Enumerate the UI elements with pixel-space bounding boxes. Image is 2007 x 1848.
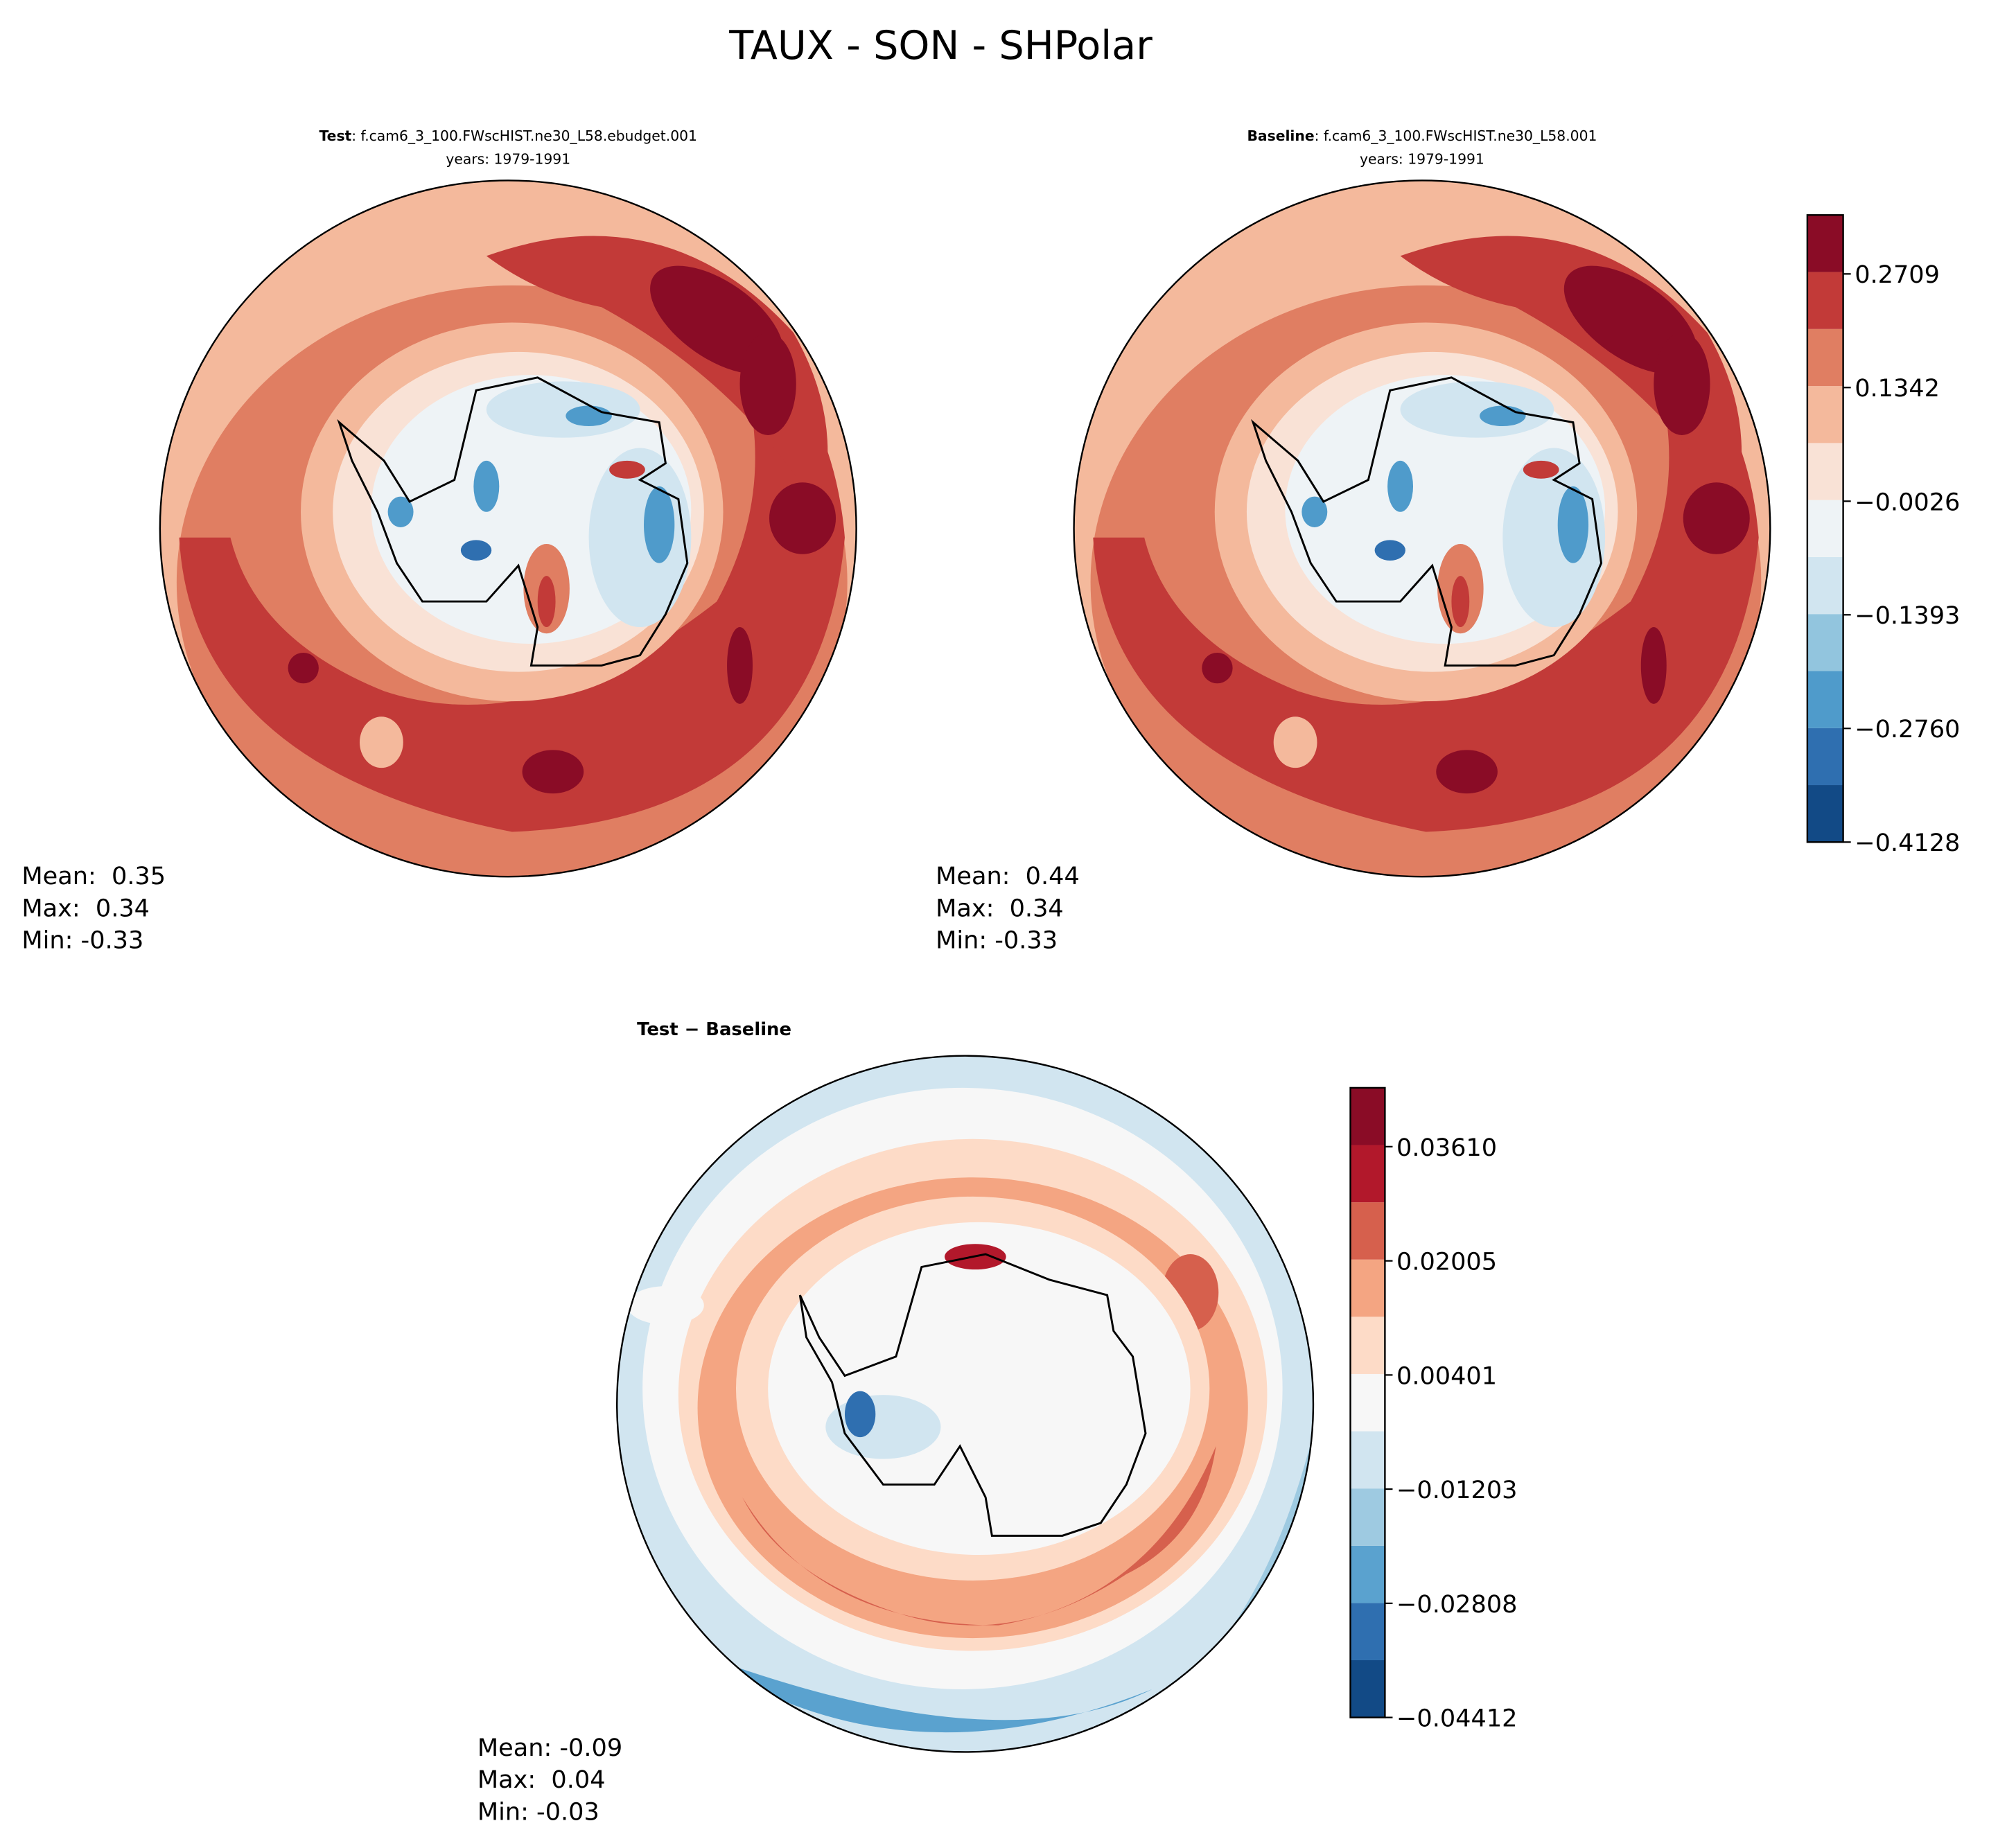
- colorbar-frame: [1349, 1086, 1386, 1718]
- stat-line: Mean: 0.35: [21, 862, 166, 890]
- panel-years: years: 1979-1991: [446, 150, 570, 167]
- colorbar-band: [1807, 614, 1843, 671]
- map-border: [616, 1055, 1315, 1753]
- panel-label: Test: [319, 127, 352, 144]
- colorbar-band: [1807, 671, 1843, 728]
- stat-line: Max: 0.34: [936, 894, 1064, 922]
- colorbar-tick-label: −0.01203: [1396, 1476, 1517, 1504]
- stat-name: Mean:: [21, 862, 96, 890]
- stat-value: -0.33: [994, 926, 1058, 955]
- colorbar-tick-label: 0.2709: [1855, 261, 1940, 289]
- colorbar-tick-label: 0.1342: [1855, 374, 1940, 403]
- stat-line: Max: 0.34: [21, 894, 150, 922]
- colorbar-tick-label: −0.1393: [1855, 601, 1960, 630]
- map-border: [159, 179, 857, 878]
- panel-label: Baseline: [1247, 127, 1314, 144]
- stat-name: Max:: [21, 894, 80, 922]
- stat-value: -0.03: [536, 1797, 599, 1826]
- colorbar-tick-label: 0.00401: [1396, 1362, 1497, 1390]
- map-test: [159, 180, 857, 877]
- colorbar-tick-label: −0.04412: [1396, 1705, 1517, 1733]
- colorbar-band: [1350, 1488, 1385, 1546]
- colorbar-band: [1807, 272, 1843, 329]
- panel-title: Baseline: f.cam6_3_100.FWscHIST.ne30_L58…: [1247, 127, 1597, 145]
- stat-value: 0.35: [112, 862, 166, 890]
- colorbar-band: [1350, 1431, 1385, 1489]
- stat-line: Min: -0.33: [21, 926, 143, 955]
- panel-case: : f.cam6_3_100.FWscHIST.ne30_L58.ebudget…: [351, 127, 697, 145]
- stat-name: Mean:: [936, 862, 1010, 890]
- stat-value: 0.34: [1010, 894, 1064, 922]
- colorbar-band: [1350, 1603, 1385, 1660]
- colorbar-tick-label: 0.02005: [1396, 1248, 1497, 1276]
- colorbar-band: [1350, 1317, 1385, 1374]
- stat-value: 0.34: [96, 894, 150, 922]
- colorbar-band: [1807, 785, 1843, 843]
- stat-name: Max:: [936, 894, 994, 922]
- stat-line: Min: -0.33: [936, 926, 1058, 955]
- colorbar-band: [1807, 386, 1843, 443]
- stat-value: 0.44: [1026, 862, 1080, 890]
- panel-years: years: 1979-1991: [1360, 150, 1484, 167]
- stat-name: Max:: [477, 1766, 536, 1794]
- colorbar-band: [1350, 1145, 1385, 1203]
- colorbar-frame: [1806, 214, 1844, 843]
- colorbar: −0.04412 −0.02808 −0.01203 0.00401 0.02005 0.…: [1349, 1086, 1517, 1733]
- colorbar-band: [1350, 1087, 1385, 1145]
- panel-case: : f.cam6_3_100.FWscHIST.ne30_L58.001: [1315, 127, 1597, 145]
- colorbar-band: [1350, 1202, 1385, 1260]
- figure-title: TAUX - SON - SHPolar: [728, 22, 1153, 69]
- map-difference: [617, 1055, 1313, 1752]
- stat-name: Min:: [477, 1797, 529, 1826]
- stat-name: Mean:: [477, 1734, 552, 1762]
- panel-title: Test − Baseline: [637, 1019, 791, 1040]
- stat-line: Mean: 0.44: [936, 862, 1080, 890]
- colorbar-tick-label: −0.4128: [1855, 829, 1960, 857]
- colorbar-band: [1807, 728, 1843, 786]
- stat-name: Min:: [21, 926, 73, 955]
- colorbar-band: [1350, 1660, 1385, 1718]
- colorbar-band: [1350, 1373, 1385, 1432]
- stat-value: -0.09: [559, 1734, 622, 1762]
- colorbar-band: [1807, 443, 1843, 500]
- colorbar-tick-label: −0.2760: [1855, 715, 1960, 743]
- stat-value: -0.33: [81, 926, 144, 955]
- map-border: [1073, 179, 1771, 878]
- colorbar-tick-label: −0.02808: [1396, 1590, 1517, 1619]
- stat-line: Mean: -0.09: [477, 1734, 622, 1762]
- colorbar-band: [1807, 500, 1843, 557]
- stat-line: Min: -0.03: [477, 1797, 599, 1826]
- colorbar: −0.4128 −0.2760 −0.1393 −0.0026 0.1342 0.2709: [1806, 214, 1960, 857]
- colorbar-band: [1350, 1545, 1385, 1603]
- colorbar-band: [1807, 556, 1843, 615]
- stat-line: Max: 0.04: [477, 1766, 606, 1794]
- colorbar-band: [1350, 1259, 1385, 1317]
- stat-name: Min:: [936, 926, 987, 955]
- colorbar-band: [1807, 215, 1843, 272]
- panel-title: Test: f.cam6_3_100.FWscHIST.ne30_L58.ebu…: [319, 127, 697, 145]
- map-baseline: [1073, 180, 1771, 877]
- colorbar-band: [1807, 328, 1843, 387]
- stat-value: 0.04: [551, 1766, 605, 1794]
- colorbar-tick-label: −0.0026: [1855, 488, 1960, 516]
- colorbar-tick-label: 0.03610: [1396, 1134, 1497, 1162]
